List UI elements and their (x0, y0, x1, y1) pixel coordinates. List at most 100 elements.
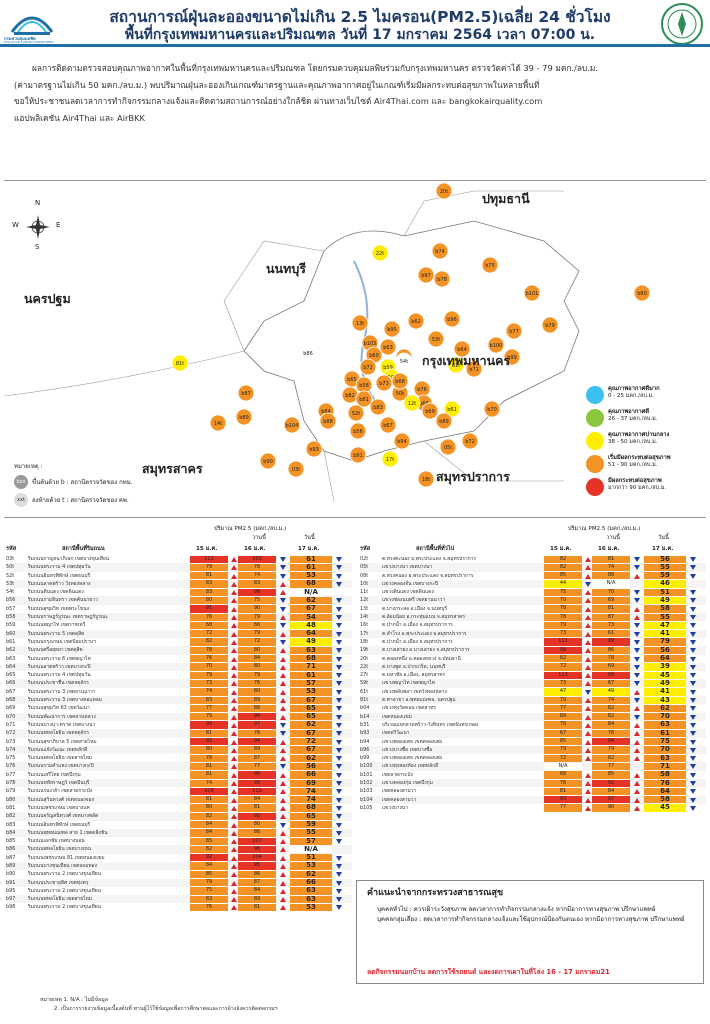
station-marker[interactable] (305, 440, 323, 458)
station-marker[interactable] (349, 422, 367, 440)
station-marker[interactable] (417, 470, 435, 488)
station-marker[interactable] (505, 322, 523, 340)
pm-value-16: 82 (592, 754, 630, 762)
station-marker[interactable] (443, 400, 461, 418)
trend-down-icon (690, 731, 696, 737)
trend-down-icon (634, 656, 640, 662)
pm-value-15: 111 (544, 638, 582, 646)
pm-value-17: 71 (644, 762, 686, 771)
station-name: แขวงทุ่งวัดดอน เขตสาทร (382, 705, 436, 712)
station-marker[interactable] (439, 438, 457, 456)
compass-s: S (35, 243, 40, 251)
station-marker[interactable] (379, 416, 397, 434)
station-marker[interactable] (235, 408, 253, 426)
station-marker[interactable] (407, 312, 425, 330)
station-marker[interactable] (209, 414, 227, 432)
station-marker[interactable] (355, 390, 373, 408)
station-marker[interactable] (453, 340, 471, 358)
station-marker[interactable] (395, 352, 413, 370)
station-marker[interactable] (393, 432, 411, 450)
table-row: b95 ริมถนนพระราม 2 เขตบางขุนเทียน 75 84 63 (6, 887, 352, 895)
station-marker[interactable] (351, 314, 369, 332)
station-marker[interactable] (431, 242, 449, 260)
station-code: 03t (6, 556, 15, 562)
pm-value-15: 67 (544, 729, 582, 738)
station-code: b86 (6, 846, 16, 853)
station-marker[interactable] (435, 182, 453, 200)
station-marker[interactable] (447, 356, 465, 374)
pm-value-16: 94 (592, 738, 630, 746)
pm-value-16: N/A (592, 580, 630, 588)
station-marker[interactable] (287, 460, 305, 478)
station-marker[interactable] (417, 266, 435, 284)
pm-value-16: 77 (592, 762, 630, 771)
station-marker[interactable] (503, 348, 521, 366)
trend-down-icon (634, 631, 640, 637)
trend-down-icon (336, 698, 342, 704)
station-marker[interactable] (443, 310, 461, 328)
table-row: b93 เขตทวีวัฒนา 67 76 61 (360, 729, 706, 738)
station-marker[interactable] (283, 416, 301, 434)
station-code: b63 (6, 655, 16, 662)
station-marker[interactable] (523, 284, 541, 302)
station-marker[interactable] (427, 330, 445, 348)
station-marker[interactable] (465, 360, 483, 378)
pm-value-16: 70 (592, 588, 630, 596)
station-marker[interactable] (541, 316, 559, 334)
roadside-rows: 03t ริมถนนกาญจนาภิเษก เขตบางขุนเทียน 111 10… (6, 555, 352, 912)
station-marker-label: b89 (239, 415, 249, 421)
station-marker[interactable] (237, 384, 255, 402)
station-name: ริมถนนพัฒนาการ เขตสวนหลวง (28, 713, 96, 720)
station-code: b76 (6, 763, 16, 770)
station-marker[interactable] (487, 336, 505, 354)
station-name: ริมถนนราษฎร์บูรณะ เขตราษฎร์บูรณะ (28, 614, 109, 621)
pm-value-15: 80 (190, 596, 228, 605)
station-name: ริมถนนลาดพร้าว เขตบางกะปิ (28, 663, 91, 670)
station-marker[interactable] (435, 412, 453, 430)
trend-up-icon (280, 872, 286, 878)
station-marker[interactable] (481, 256, 499, 274)
station-code: 10t (360, 580, 369, 587)
station-marker[interactable] (259, 452, 277, 470)
station-code: b79 (6, 788, 16, 795)
station-marker-label: b84 (321, 409, 331, 415)
station-code: 18t (360, 638, 369, 645)
station-marker[interactable] (403, 394, 421, 412)
pm-value-15: 81 (544, 787, 582, 796)
station-code: b96 (360, 746, 370, 753)
trend-down-icon (634, 714, 640, 720)
table-row: 08t ต.ทรงคนอง อ.พระประแดง จ.สมุทรปราการ 85… (360, 571, 706, 580)
station-marker[interactable] (633, 284, 651, 302)
station-marker[interactable] (171, 354, 189, 372)
station-name: ต.บางพูด อ.ปากเกร็ด, นนทบุรี (382, 663, 446, 670)
station-marker[interactable] (421, 402, 439, 420)
station-marker-label: b94 (397, 439, 407, 445)
yesterday-label-right: วานนี้ (606, 535, 620, 541)
station-marker[interactable] (379, 338, 397, 356)
pm-value-16: 77 (238, 762, 276, 771)
pm-value-16: 76 (592, 729, 630, 738)
station-marker-label: 14t (214, 421, 222, 427)
station-marker[interactable] (369, 398, 387, 416)
pm-value-15: 92 (190, 738, 228, 746)
station-marker[interactable] (483, 400, 501, 418)
station-marker[interactable] (349, 446, 367, 464)
trend-down-icon (336, 722, 342, 728)
station-marker[interactable] (381, 450, 399, 468)
station-marker[interactable] (383, 320, 401, 338)
station-marker[interactable] (319, 412, 337, 430)
pm-value-17: 64 (644, 787, 686, 796)
legend-swatch (586, 432, 604, 450)
station-marker[interactable] (461, 432, 479, 450)
station-marker[interactable] (433, 270, 451, 288)
station-name: ริมถนนแจ้งวัฒนะ เขตหลักสี่ (28, 746, 87, 753)
station-marker[interactable] (299, 344, 317, 362)
station-marker[interactable] (359, 358, 377, 376)
station-marker[interactable] (371, 244, 389, 262)
table-row: 52t ริมถนนอินทรพิทักษ์ เขตธนบุรี 81 74 53 (6, 571, 352, 580)
pm-value-15: 108 (190, 787, 228, 796)
pm-value-17: 58 (644, 604, 686, 613)
station-marker[interactable] (391, 372, 409, 390)
pm-value-17: 69 (290, 779, 332, 787)
station-marker[interactable] (347, 404, 365, 422)
